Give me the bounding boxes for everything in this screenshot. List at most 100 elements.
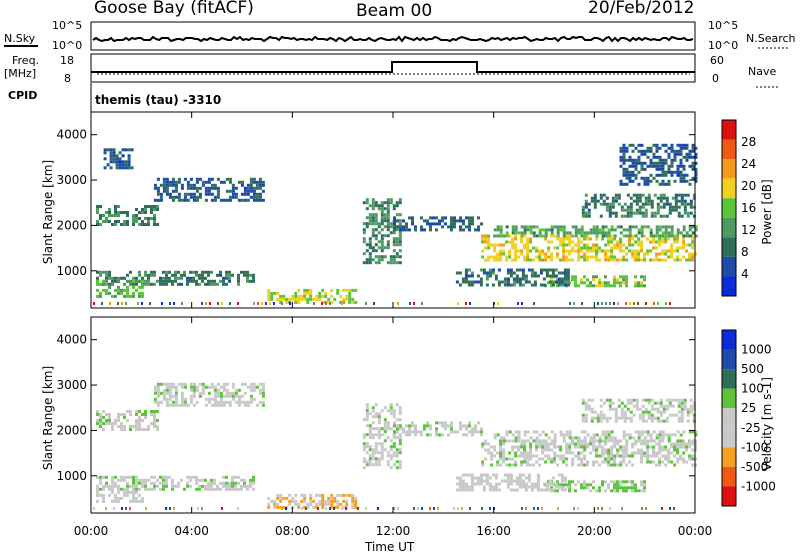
heatmap-cell — [123, 220, 126, 223]
heatmap-cell — [562, 439, 566, 443]
heatmap-cell — [559, 448, 563, 452]
heatmap-cell — [126, 285, 129, 289]
heatmap-cell — [583, 255, 587, 259]
heatmap-cell — [129, 270, 132, 274]
heatmap-cell — [542, 488, 546, 492]
heatmap-cell — [105, 484, 108, 488]
heatmap-cell — [631, 463, 635, 467]
heatmap-cell — [542, 268, 546, 272]
heatmap-cell — [237, 397, 241, 401]
heatmap-cell — [99, 416, 102, 419]
heatmap-cell — [240, 487, 243, 491]
heatmap-cell — [386, 246, 390, 250]
heatmap-cell — [601, 454, 605, 458]
heatmap-cell — [389, 406, 393, 410]
heatmap-cell — [426, 222, 429, 226]
heatmap-cell — [447, 424, 450, 428]
heatmap-cell — [126, 493, 129, 497]
heatmap-cell — [156, 198, 160, 202]
heatmap-cell — [195, 388, 199, 392]
heatmap-cell — [544, 234, 548, 238]
heatmap-cell — [607, 486, 610, 490]
heatmap-cell — [392, 249, 396, 253]
heatmap-cell — [398, 406, 402, 410]
heatmap-cell — [258, 198, 262, 202]
heatmap-cell — [571, 460, 575, 464]
heatmap-cell — [130, 166, 134, 170]
heatmap-cell — [126, 484, 129, 488]
heatmap-cell — [557, 277, 561, 281]
heatmap-cell — [102, 428, 105, 431]
heatmap-cell — [228, 177, 232, 181]
heatmap-cell — [679, 164, 683, 168]
heatmap-cell — [523, 445, 527, 449]
heatmap-cell — [156, 394, 160, 398]
heatmap-cell — [604, 255, 608, 259]
heatmap-cell — [249, 177, 253, 181]
heatmap-cell — [641, 404, 645, 408]
heatmap-cell — [664, 463, 668, 467]
heatmap-cell — [613, 483, 616, 487]
heatmap-cell — [553, 439, 557, 443]
heatmap-cell — [604, 275, 607, 279]
heatmap-cell — [563, 268, 567, 272]
heatmap-cell — [643, 255, 647, 259]
heatmap-cell — [126, 273, 129, 277]
heatmap-cell — [493, 255, 497, 259]
heatmap-cell — [429, 433, 432, 437]
heatmap-cell — [655, 255, 659, 259]
heatmap-cell — [144, 484, 147, 488]
heatmap-cell — [351, 300, 355, 304]
heatmap-cell — [547, 445, 551, 449]
heatmap-cell — [465, 216, 468, 220]
heatmap-cell — [258, 192, 262, 196]
heatmap-cell — [655, 463, 659, 467]
heatmap-cell — [374, 427, 378, 431]
heatmap-cell — [129, 279, 132, 283]
heatmap-cell — [490, 463, 494, 467]
heatmap-cell — [417, 430, 420, 434]
heatmap-cell — [509, 488, 513, 492]
heatmap-cell — [327, 502, 331, 506]
heatmap-cell — [386, 216, 390, 220]
heatmap-cell — [619, 182, 623, 186]
colorbar-swatch — [722, 198, 736, 218]
heatmap-cell — [673, 258, 677, 262]
heatmap-cell — [153, 208, 156, 211]
heatmap-cell — [237, 279, 240, 283]
heatmap-cell — [246, 403, 250, 407]
heatmap-cell — [198, 484, 201, 488]
heatmap-cell — [301, 507, 303, 510]
heatmap-cell — [634, 167, 638, 171]
heatmap-cell — [652, 439, 656, 443]
heatmap-cell — [464, 473, 468, 477]
heatmap-cell — [213, 403, 217, 407]
heatmap-cell — [444, 424, 447, 428]
heatmap-cell — [243, 186, 247, 190]
heatmap-cell — [532, 454, 536, 458]
heatmap-cell — [655, 442, 659, 446]
heatmap-cell — [252, 198, 256, 202]
heatmap-cell — [204, 186, 208, 190]
heatmap-cell — [156, 223, 159, 226]
heatmap-cell — [607, 243, 611, 247]
heatmap-cell — [529, 454, 533, 458]
heatmap-cell — [252, 478, 255, 482]
heatmap-cell — [487, 240, 491, 244]
heatmap-cell — [547, 436, 551, 440]
heatmap-cell — [165, 192, 169, 196]
heatmap-cell — [622, 486, 625, 490]
heatmap-cell — [165, 391, 169, 395]
heatmap-cell — [679, 439, 683, 443]
heatmap-cell — [270, 294, 274, 298]
heatmap-cell — [138, 279, 141, 283]
heatmap-cell — [667, 155, 671, 159]
heatmap-cell — [640, 228, 644, 232]
heatmap-cell — [677, 401, 681, 405]
heatmap-cell — [333, 507, 335, 510]
heatmap-cell — [610, 436, 614, 440]
heatmap-cell — [682, 240, 686, 244]
colorbar-tick-label: 4 — [741, 267, 749, 281]
heatmap-cell — [99, 294, 102, 298]
heatmap-cell — [647, 416, 651, 420]
